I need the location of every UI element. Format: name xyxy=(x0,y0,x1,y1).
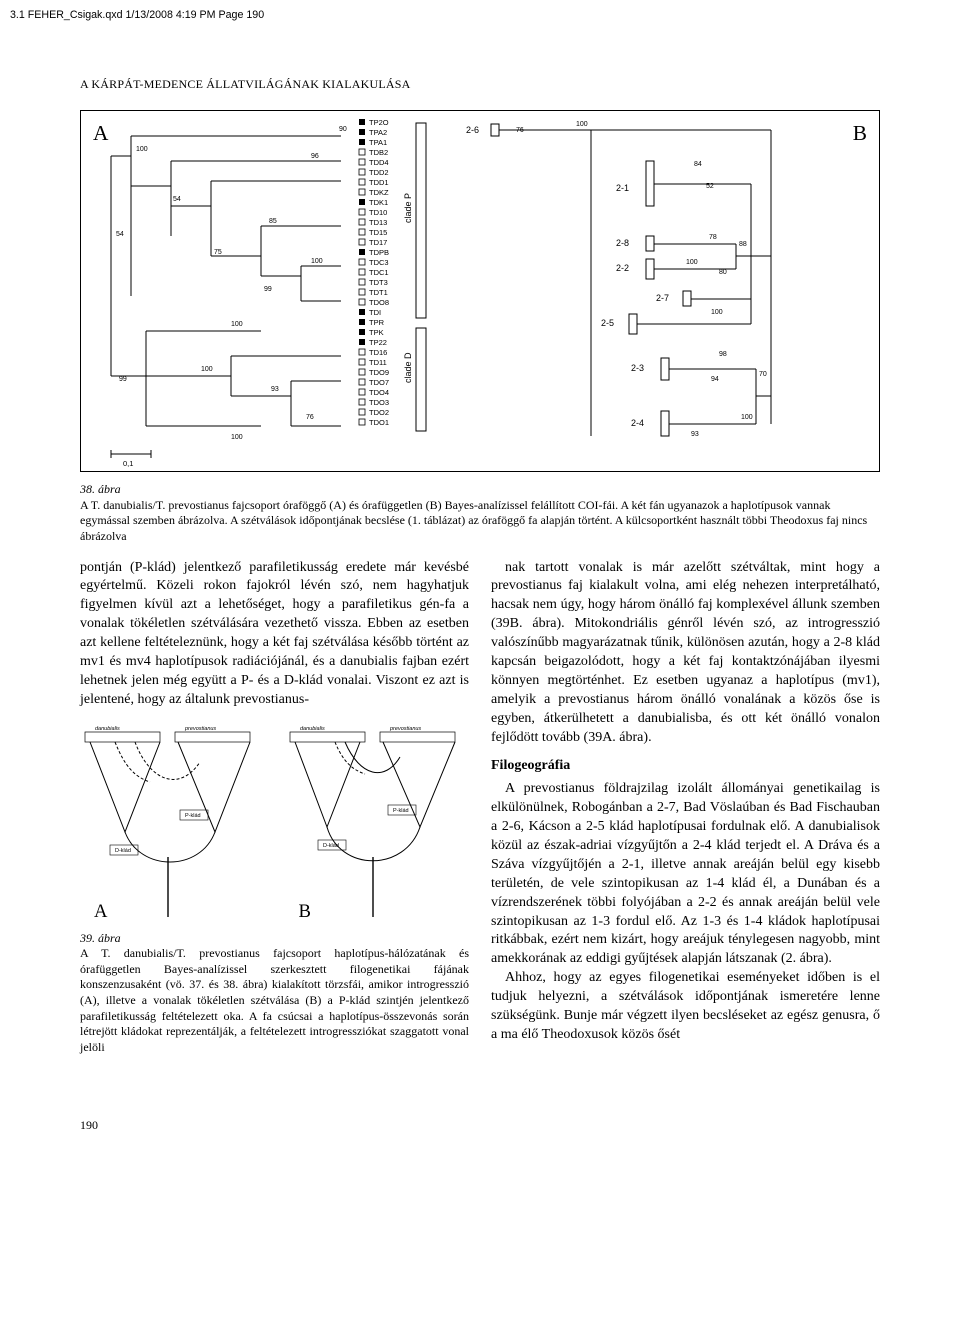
svg-text:70: 70 xyxy=(759,371,767,378)
svg-text:99: 99 xyxy=(119,376,127,383)
panel-a-label-39: A xyxy=(94,899,107,924)
file-header: 3.1 FEHER_Csigak.qxd 1/13/2008 4:19 PM P… xyxy=(10,9,264,21)
svg-text:2-5: 2-5 xyxy=(601,318,614,328)
phylogeny-svg: 100 90 54 96 54 75 85 99 100 xyxy=(81,111,880,471)
figure-39-caption: 39. ábra A T. danubialis/T. prevostianus… xyxy=(80,931,469,1056)
svg-text:TDK1: TDK1 xyxy=(369,198,388,207)
svg-text:danubialis: danubialis xyxy=(95,726,120,732)
body-p4: Ahhoz, hogy az egyes filogenetikai esemé… xyxy=(491,969,880,1045)
svg-text:TDT1: TDT1 xyxy=(369,288,388,297)
svg-text:P-klád: P-klád xyxy=(393,808,409,814)
panel-a-label: A xyxy=(93,119,108,148)
svg-text:TDO4: TDO4 xyxy=(369,388,389,397)
svg-text:93: 93 xyxy=(691,431,699,438)
svg-text:54: 54 xyxy=(173,196,181,203)
svg-text:100: 100 xyxy=(576,121,588,128)
svg-text:TPR: TPR xyxy=(369,318,385,327)
svg-text:2-4: 2-4 xyxy=(631,418,644,428)
svg-text:TDI: TDI xyxy=(369,308,381,317)
svg-text:80: 80 xyxy=(719,269,727,276)
svg-text:2-2: 2-2 xyxy=(616,263,629,273)
svg-text:TDO8: TDO8 xyxy=(369,298,389,307)
svg-text:100: 100 xyxy=(231,434,243,441)
svg-text:TD10: TD10 xyxy=(369,208,387,217)
body-p1: pontján (P-klád) jelentkező parafiletiku… xyxy=(80,559,469,710)
svg-text:2-8: 2-8 xyxy=(616,238,629,248)
svg-text:TPA2: TPA2 xyxy=(369,128,387,137)
svg-text:TD16: TD16 xyxy=(369,348,387,357)
svg-text:99: 99 xyxy=(264,286,272,293)
svg-text:98: 98 xyxy=(719,351,727,358)
svg-text:90: 90 xyxy=(339,126,347,133)
svg-text:TPA1: TPA1 xyxy=(369,138,387,147)
svg-text:100: 100 xyxy=(711,309,723,316)
svg-text:96: 96 xyxy=(311,153,319,160)
svg-text:TPK: TPK xyxy=(369,328,384,337)
svg-text:85: 85 xyxy=(269,218,277,225)
svg-text:93: 93 xyxy=(271,386,279,393)
fig-num: 38. ábra xyxy=(80,482,121,496)
svg-text:75: 75 xyxy=(214,249,222,256)
svg-text:D-klád: D-klád xyxy=(323,843,339,849)
svg-text:TDPB: TDPB xyxy=(369,248,389,257)
svg-text:2-1: 2-1 xyxy=(616,183,629,193)
svg-text:TDO2: TDO2 xyxy=(369,408,389,417)
svg-text:TDO3: TDO3 xyxy=(369,398,389,407)
svg-text:TDC3: TDC3 xyxy=(369,258,389,267)
running-head: A KÁRPÁT-MEDENCE ÁLLATVILÁGÁNAK KIALAKUL… xyxy=(80,76,880,92)
svg-text:TD11: TD11 xyxy=(369,358,387,367)
bs-76: 76 xyxy=(306,414,314,421)
svg-text:TP22: TP22 xyxy=(369,338,387,347)
svg-text:TD13: TD13 xyxy=(369,218,387,227)
svg-text:TDD2: TDD2 xyxy=(369,168,389,177)
svg-text:TDC1: TDC1 xyxy=(369,268,389,277)
svg-text:94: 94 xyxy=(711,376,719,383)
svg-text:P-klád: P-klád xyxy=(185,813,201,819)
svg-text:100: 100 xyxy=(311,258,323,265)
svg-text:2-6: 2-6 xyxy=(466,125,479,135)
figure-38-caption: 38. ábra A T. danubialis/T. prevostianus… xyxy=(80,482,880,544)
svg-text:clade D: clade D xyxy=(403,352,413,383)
figure-38: A B 100 90 54 96 54 xyxy=(80,110,880,472)
svg-text:TP2O: TP2O xyxy=(369,118,389,127)
svg-text:100: 100 xyxy=(686,259,698,266)
svg-text:TDKZ: TDKZ xyxy=(369,188,389,197)
panel-b-label-39: B xyxy=(299,899,311,924)
svg-text:100: 100 xyxy=(231,321,243,328)
subheading-filogeografia: Filogeográfia xyxy=(491,757,880,776)
fig39-text: A T. danubialis/T. prevostianus fajcsopo… xyxy=(80,946,469,1054)
svg-text:TDO1: TDO1 xyxy=(369,418,389,427)
svg-text:84: 84 xyxy=(694,161,702,168)
svg-text:100: 100 xyxy=(136,146,148,153)
panel-b-label: B xyxy=(853,119,867,148)
svg-text:TDD1: TDD1 xyxy=(369,178,389,187)
svg-text:prevostianus: prevostianus xyxy=(389,726,421,732)
svg-text:100: 100 xyxy=(201,366,213,373)
svg-text:TDT3: TDT3 xyxy=(369,278,388,287)
svg-text:88: 88 xyxy=(739,241,747,248)
svg-text:78: 78 xyxy=(709,234,717,241)
svg-text:prevostianus: prevostianus xyxy=(184,726,216,732)
svg-text:clade P: clade P xyxy=(403,193,413,223)
svg-text:TD15: TD15 xyxy=(369,228,387,237)
svg-text:2-3: 2-3 xyxy=(631,363,644,373)
svg-text:TDD4: TDD4 xyxy=(369,158,389,167)
page-number: 190 xyxy=(80,1117,880,1133)
svg-text:danubialis: danubialis xyxy=(300,726,325,732)
figure-39: danubialis prevostianus xyxy=(80,722,469,927)
scale-bar-label: 0,1 xyxy=(123,459,133,468)
svg-text:D-klád: D-klád xyxy=(115,848,131,854)
fig-text: A T. danubialis/T. prevostianus fajcsopo… xyxy=(80,498,867,543)
svg-text:2-7: 2-7 xyxy=(656,293,669,303)
body-p3: A prevostianus földrajzilag izolált állo… xyxy=(491,780,880,969)
svg-text:TDB2: TDB2 xyxy=(369,148,388,157)
svg-text:100: 100 xyxy=(741,414,753,421)
svg-text:54: 54 xyxy=(116,231,124,238)
svg-text:TD17: TD17 xyxy=(369,238,387,247)
svg-text:TDO7: TDO7 xyxy=(369,378,389,387)
fig39-num: 39. ábra xyxy=(80,931,121,945)
svg-text:TDO9: TDO9 xyxy=(369,368,389,377)
body-p2: nak tartott vonalak is már azelőtt szétv… xyxy=(491,559,880,748)
